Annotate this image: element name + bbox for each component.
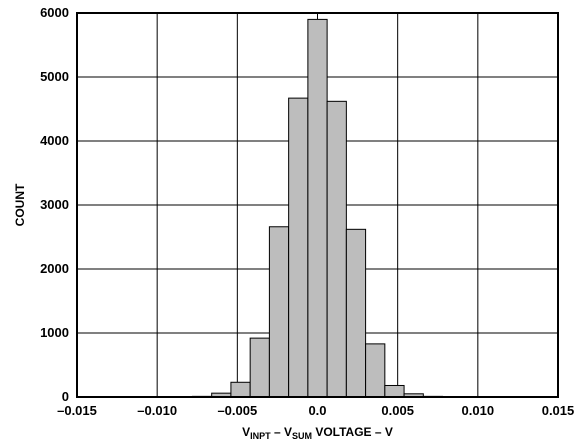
- x-tick-label: 0.015: [542, 403, 575, 418]
- x-axis-title-v1-sub: INPT: [250, 431, 271, 441]
- plot-frame: [76, 12, 559, 398]
- y-tick-label: 4000: [40, 133, 69, 148]
- x-axis-title-v2-sub: SUM: [292, 431, 312, 441]
- histogram-bar: [307, 18, 328, 398]
- histogram-bar: [326, 100, 347, 398]
- x-tick-labels: –0.015 –0.010 –0.005 0.0 0.005 0.010 0.015: [57, 403, 574, 418]
- y-tick-label: 6000: [40, 5, 69, 20]
- x-tick-label: –0.015: [57, 403, 97, 418]
- histogram-bar: [249, 337, 270, 398]
- x-axis-title: VINPT – VSUM VOLTAGE – V: [242, 425, 393, 441]
- histogram-bar: [230, 381, 251, 398]
- x-axis-title-rest: VOLTAGE – V: [312, 425, 393, 439]
- histogram-bar: [345, 228, 367, 398]
- x-tick-label: –0.005: [217, 403, 257, 418]
- y-tick-label: 3000: [40, 197, 69, 212]
- x-axis-title-v1: V: [242, 425, 250, 439]
- x-tick-label: 0.010: [462, 403, 495, 418]
- x-tick-label: 0.005: [381, 403, 414, 418]
- y-tick-label: 2000: [40, 261, 69, 276]
- histogram-bar: [288, 97, 309, 398]
- histogram-bar: [384, 384, 405, 398]
- y-tick-labels: 0 1000 2000 3000 4000 5000 6000: [40, 5, 69, 404]
- y-tick-label: 1000: [40, 325, 69, 340]
- x-tick-label: 0.0: [308, 403, 326, 418]
- histogram-bar: [268, 226, 290, 398]
- x-axis-title-dash: –: [271, 425, 284, 439]
- y-axis-title: COUNT: [13, 183, 27, 226]
- x-axis-title-v2: V: [284, 425, 292, 439]
- histogram-bar: [365, 343, 386, 398]
- x-tick-label: –0.010: [137, 403, 177, 418]
- y-tick-label: 0: [62, 389, 69, 404]
- y-tick-label: 5000: [40, 69, 69, 84]
- histogram-bars: [172, 18, 463, 398]
